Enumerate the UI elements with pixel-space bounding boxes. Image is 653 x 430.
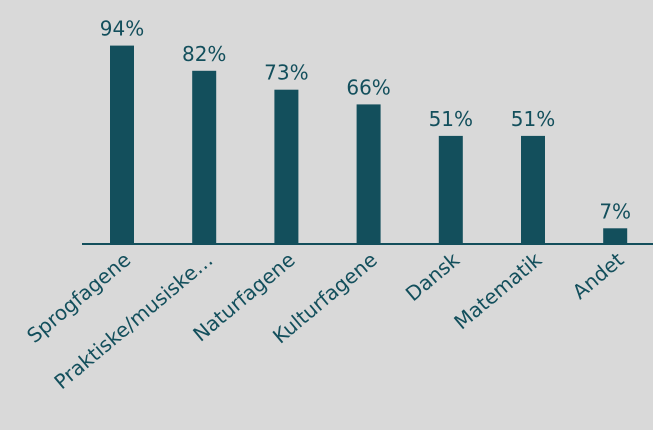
bar xyxy=(438,135,463,243)
bar xyxy=(192,70,217,243)
data-label: 51% xyxy=(511,107,555,131)
data-label: 73% xyxy=(264,61,308,85)
data-label: 51% xyxy=(429,107,473,131)
data-label: 82% xyxy=(182,42,226,66)
data-label: 66% xyxy=(346,75,390,99)
bar xyxy=(356,104,381,244)
bar xyxy=(521,135,545,243)
data-label: 7% xyxy=(599,199,631,223)
bar xyxy=(274,89,299,243)
data-label: 94% xyxy=(100,17,144,41)
bar xyxy=(603,228,628,243)
bar xyxy=(110,45,134,243)
